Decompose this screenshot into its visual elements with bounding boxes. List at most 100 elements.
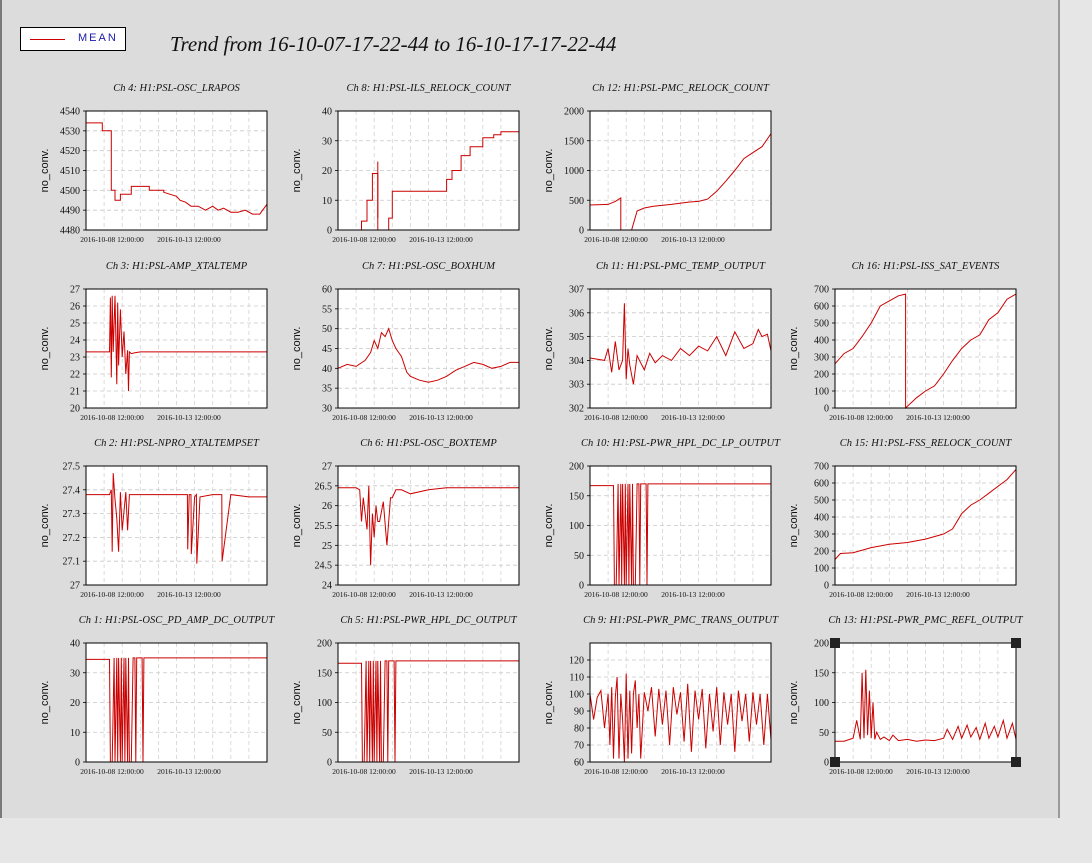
y-tick-label: 0 (327, 758, 332, 769)
y-tick-label: 40 (322, 107, 332, 118)
y-tick-label: 50 (819, 728, 829, 739)
y-tick-label: 25 (322, 541, 332, 552)
y-tick-label: 150 (569, 491, 584, 502)
y-axis-label: no_conv. (788, 504, 800, 548)
y-tick-label: 50 (322, 324, 332, 335)
chart-4: Ch 3: H1:PSL-AMP_XTALTEMP 20 21 22 23 24 25 26 2… (39, 261, 268, 422)
y-tick-label: 0 (579, 226, 584, 237)
y-tick-label: 27 (70, 285, 80, 296)
chart-title: Ch 11: H1:PSL-PMC_TEMP_OUTPUT (596, 261, 766, 272)
plot-frame (337, 288, 520, 409)
y-tick-label: 80 (574, 724, 584, 735)
y-tick-label: 150 (317, 668, 332, 679)
x-tick-label: 2016-10-13 12:00:00 (157, 590, 221, 599)
y-tick-label: 305 (569, 332, 584, 343)
chart-2: Ch 8: H1:PSL-ILS_RELOCK_COUNT 0 10 20 30 40 20… (291, 83, 520, 244)
y-tick-label: 100 (814, 564, 829, 575)
chart-title: Ch 4: H1:PSL-OSC_LRAPOS (113, 83, 240, 94)
x-tick-label: 2016-10-08 12:00:00 (829, 590, 893, 599)
y-tick-label: 60 (574, 758, 584, 769)
x-tick-label: 2016-10-13 12:00:00 (409, 590, 473, 599)
y-tick-label: 4480 (60, 226, 80, 237)
chart-9: Ch 6: H1:PSL-OSC_BOXTEMP 24 24.5 25 25.5 26 26… (291, 438, 520, 599)
y-axis-label: no_conv. (39, 681, 51, 725)
chart-title: Ch 6: H1:PSL-OSC_BOXTEMP (360, 438, 497, 449)
y-tick-label: 4490 (60, 206, 80, 217)
y-tick-label: 21 (70, 387, 80, 398)
chart-11: Ch 15: H1:PSL-FSS_RELOCK_COUNT 0 100 200 300… (788, 438, 1017, 599)
chart-5: Ch 7: H1:PSL-OSC_BOXHUM 30 35 40 45 50 55 60 201… (291, 261, 520, 422)
series-line (86, 122, 268, 215)
y-tick-label: 700 (814, 462, 829, 473)
y-tick-label: 24.5 (315, 561, 333, 572)
plot-frame (337, 642, 520, 763)
y-tick-label: 0 (824, 581, 829, 592)
y-axis-label: no_conv. (788, 327, 800, 371)
x-tick-label: 2016-10-13 12:00:00 (906, 767, 970, 776)
x-tick-label: 2016-10-13 12:00:00 (409, 235, 473, 244)
y-tick-label: 27 (70, 581, 80, 592)
chart-title: Ch 16: H1:PSL-ISS_SAT_EVENTS (852, 261, 1001, 272)
chart-title: Ch 3: H1:PSL-AMP_XTALTEMP (106, 261, 248, 272)
plot-frame (337, 465, 520, 586)
y-tick-label: 4510 (60, 166, 80, 177)
series-line (589, 303, 772, 385)
y-tick-label: 700 (814, 285, 829, 296)
y-tick-label: 24 (322, 581, 332, 592)
y-axis-label: no_conv. (543, 149, 555, 193)
y-tick-label: 30 (322, 404, 332, 415)
chart-12: Ch 1: H1:PSL-OSC_PD_AMP_DC_OUTPUT 0 10 20 30… (39, 615, 275, 776)
series-line (835, 669, 1017, 742)
x-tick-label: 2016-10-08 12:00:00 (584, 235, 648, 244)
y-tick-label: 500 (814, 496, 829, 507)
y-tick-label: 400 (814, 336, 829, 347)
plot-frame (589, 465, 772, 586)
plot-frame (589, 288, 772, 409)
y-axis-label: no_conv. (291, 327, 303, 371)
y-axis-label: no_conv. (543, 681, 555, 725)
y-tick-label: 120 (569, 656, 584, 667)
x-tick-label: 2016-10-13 12:00:00 (906, 590, 970, 599)
x-tick-label: 2016-10-13 12:00:00 (157, 767, 221, 776)
y-tick-label: 306 (569, 308, 584, 319)
chart-8: Ch 2: H1:PSL-NPRO_XTALTEMPSET 27 27.1 27.2 2… (39, 438, 268, 599)
y-tick-label: 10 (70, 728, 80, 739)
y-tick-label: 27.4 (63, 485, 81, 496)
y-tick-label: 24 (70, 336, 80, 347)
series-line (338, 485, 519, 566)
y-tick-label: 27.1 (63, 557, 81, 568)
y-tick-label: 500 (814, 319, 829, 330)
y-tick-label: 150 (814, 668, 829, 679)
y-tick-label: 50 (574, 551, 584, 562)
y-tick-label: 1500 (564, 136, 584, 147)
y-tick-label: 20 (322, 166, 332, 177)
y-tick-label: 22 (70, 370, 80, 381)
plot-frame (834, 288, 1017, 409)
y-tick-label: 4540 (60, 107, 80, 118)
series-line (338, 131, 519, 231)
y-tick-label: 30 (322, 136, 332, 147)
y-tick-label: 200 (814, 547, 829, 558)
chart-title: Ch 1: H1:PSL-OSC_PD_AMP_DC_OUTPUT (79, 615, 276, 626)
chart-title: Ch 9: H1:PSL-PWR_PMC_TRANS_OUTPUT (583, 615, 779, 626)
y-tick-label: 600 (814, 479, 829, 490)
y-tick-label: 1000 (564, 166, 584, 177)
chart-15: Ch 13: H1:PSL-PWR_PMC_REFL_OUTPUT 0 50 100 1… (788, 615, 1024, 776)
y-axis-label: no_conv. (291, 681, 303, 725)
y-tick-label: 100 (569, 521, 584, 532)
y-tick-label: 200 (569, 462, 584, 473)
y-tick-label: 4500 (60, 186, 80, 197)
x-tick-label: 2016-10-08 12:00:00 (584, 590, 648, 599)
y-tick-label: 27 (322, 462, 332, 473)
x-tick-label: 2016-10-13 12:00:00 (906, 413, 970, 422)
chart-title: Ch 15: H1:PSL-FSS_RELOCK_COUNT (840, 438, 1013, 449)
y-tick-label: 100 (317, 698, 332, 709)
x-tick-label: 2016-10-08 12:00:00 (584, 767, 648, 776)
y-tick-label: 25.5 (315, 521, 333, 532)
y-tick-label: 0 (824, 758, 829, 769)
x-tick-label: 2016-10-08 12:00:00 (80, 413, 144, 422)
chart-title: Ch 10: H1:PSL-PWR_HPL_DC_LP_OUTPUT (581, 438, 781, 449)
y-tick-label: 27.5 (63, 462, 81, 473)
series-line (337, 327, 519, 383)
x-tick-label: 2016-10-13 12:00:00 (661, 590, 725, 599)
